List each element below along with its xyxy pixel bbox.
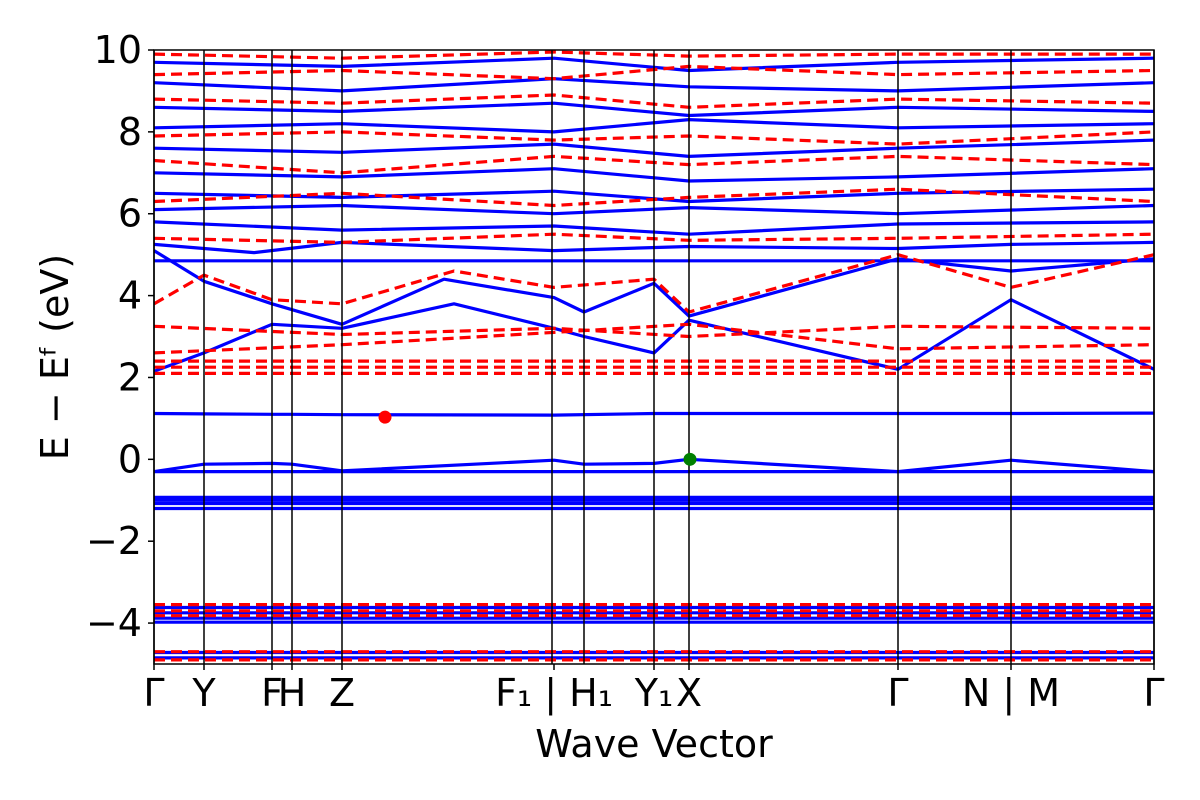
kpoint-label: N | M xyxy=(962,671,1060,716)
spin-up-band-16 xyxy=(154,240,1154,255)
spin-down-band-3 xyxy=(154,322,1154,355)
y-tick-label: 4 xyxy=(118,274,142,318)
spin-down-band-14 xyxy=(154,130,1154,146)
x-axis-title: Wave Vector xyxy=(535,722,773,766)
spin-down-band-4 xyxy=(154,324,1154,339)
spin-up-band-1 xyxy=(154,457,1154,474)
spin-up-band-17 xyxy=(154,220,1154,236)
spin-up-band-20 xyxy=(154,167,1154,183)
spin-up-band-24 xyxy=(154,77,1154,93)
spin-up-band-18 xyxy=(154,203,1154,216)
spin-down-band-12 xyxy=(154,187,1154,208)
kpoint-label: H xyxy=(278,671,307,715)
spin-down-band-5 xyxy=(154,253,1154,314)
spin-down-band-11 xyxy=(154,232,1154,244)
kpoint-label: X xyxy=(676,671,702,715)
spin-up-band-22 xyxy=(154,117,1154,134)
vbm-marker xyxy=(683,452,697,466)
y-axis-title: E − Eᶠ (eV) xyxy=(33,254,77,460)
y-tick-label: −2 xyxy=(86,519,142,563)
kpoint-label: Γ xyxy=(887,671,908,715)
spin-up-band-0 xyxy=(154,411,1154,417)
cbm-marker xyxy=(378,410,392,424)
spin-up-band-21 xyxy=(154,138,1154,158)
kpoint-label: Y xyxy=(191,671,216,715)
spin-down-band-16 xyxy=(154,64,1154,81)
kpoint-label: Y₁ xyxy=(634,671,673,715)
spin-down-band-15 xyxy=(154,93,1154,109)
y-tick-label: 10 xyxy=(94,28,142,72)
spin-down-band-13 xyxy=(154,154,1154,175)
y-tick-label: 2 xyxy=(118,355,142,399)
spin-up-band-25 xyxy=(154,56,1154,73)
y-tick-label: 8 xyxy=(118,110,142,154)
y-tick-label: −4 xyxy=(86,601,142,645)
kpoint-label: F xyxy=(261,671,283,715)
kpoint-label: F₁ | H₁ xyxy=(495,671,613,716)
spin-down-band-17 xyxy=(154,50,1154,60)
kpoint-label: Γ xyxy=(1143,671,1164,715)
spin-up-band-23 xyxy=(154,101,1154,118)
kpoint-label: Z xyxy=(329,671,355,715)
kpoint-label: Γ xyxy=(143,671,164,715)
y-tick-label: 6 xyxy=(118,192,142,236)
y-tick-label: 0 xyxy=(118,437,142,481)
